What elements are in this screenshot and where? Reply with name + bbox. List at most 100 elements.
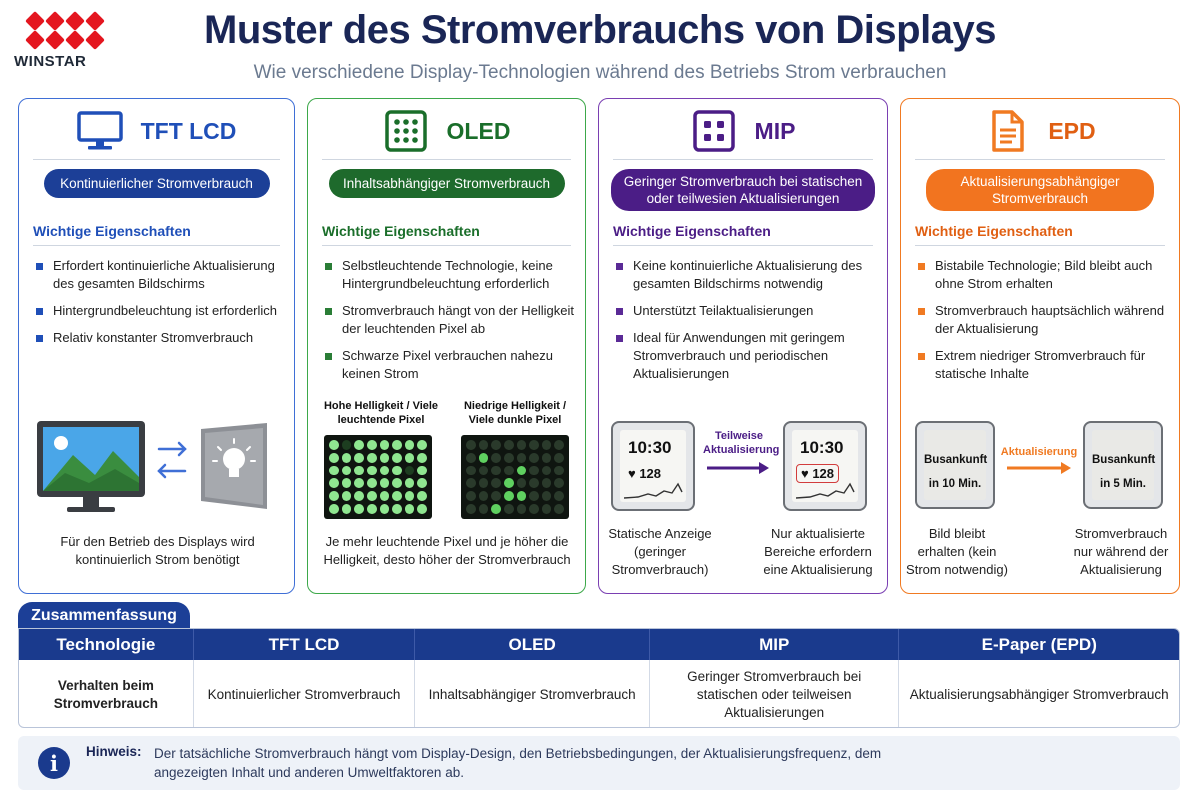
pixel-grid-icon (384, 110, 427, 152)
card-title: TFT LCD (140, 117, 237, 144)
note-box: i Hinweis: Der tatsächliche Stromverbrau… (18, 736, 1180, 790)
table-row: Verhalten beim Stromverbrauch Kontinuier… (19, 660, 1179, 727)
pixel (404, 504, 415, 514)
list-item: Unterstützt Teilaktualisierungen (613, 302, 877, 320)
status-pill: Aktualisierungsabhängiger Stromverbrauch (926, 169, 1154, 211)
feature-list: Selbstleuchtende Technologie, keine Hint… (322, 257, 575, 392)
monitor-icon (76, 111, 123, 150)
feature-list: Bistabile Technologie; Bild bleibt auch … (915, 257, 1169, 392)
pixel (554, 465, 564, 476)
pixel (417, 465, 427, 476)
pixel (341, 478, 352, 489)
list-item: Ideal für Anwendungen mit geringem Strom… (613, 329, 877, 383)
pixel (554, 452, 564, 463)
low-brightness-pixel-grid (461, 435, 569, 519)
section-title: Wichtige Eigenschaften (33, 223, 191, 239)
pixel (404, 452, 415, 463)
device-heart-rate-highlighted: ♥ 128 (796, 464, 840, 483)
table-header: TFT LCD (194, 629, 416, 660)
pixel (503, 452, 514, 463)
pixel (366, 440, 377, 450)
pixel (354, 465, 364, 476)
table-cell: Aktualisierungsabhängiger Stromverbrauch (909, 686, 1169, 702)
pixel (404, 440, 415, 450)
four-dot-icon (692, 110, 735, 152)
pixel (366, 465, 377, 476)
pixel (491, 465, 501, 476)
pixel (516, 478, 527, 489)
card-tft-lcd: TFT LCD Kontinuierlicher Stromverbrauch … (18, 98, 295, 594)
pixel (354, 440, 364, 450)
grid-high-label: Hohe Helligkeit / Viele leuchtende Pixel (323, 400, 439, 426)
caption-left: Bild bleibt erhalten (kein Strom notwend… (906, 526, 1008, 577)
pixel (466, 478, 476, 489)
note-label: Hinweis: (86, 744, 142, 759)
pixel (541, 504, 552, 514)
feature-list: Keine kontinuierliche Aktualisierung des… (613, 257, 877, 392)
note-text: Der tatsächliche Stromverbrauch hängt vo… (154, 746, 882, 780)
pixel (404, 491, 415, 502)
pixel (478, 478, 489, 489)
status-pill: Inhaltsabhängiger Stromverbrauch (328, 169, 565, 198)
pixel (541, 452, 552, 463)
pixel (516, 452, 527, 463)
pixel (329, 491, 339, 502)
status-pill: Geringer Stromverbrauch bei statischen o… (611, 169, 875, 211)
pixel (541, 491, 552, 502)
pixel (466, 452, 476, 463)
pixel (491, 478, 501, 489)
list-item: Stromverbrauch hauptsächlich während der… (915, 302, 1169, 338)
pixel (341, 452, 352, 463)
arrow-label: Teilweise Aktualisierung (703, 430, 780, 456)
table-header-row: Technologie TFT LCD OLED MIP E-Paper (EP… (19, 629, 1179, 660)
pixel (503, 465, 514, 476)
pixel (554, 491, 564, 502)
card-epd: EPD Aktualisierungsabhängiger Stromverbr… (900, 98, 1180, 594)
epd-device-before: Busankunft in 10 Min. (915, 421, 995, 509)
pixel (404, 465, 415, 476)
pixel (516, 491, 527, 502)
device-heart-rate: ♥ 128 (628, 466, 662, 481)
card-oled: OLED Inhaltsabhängiger Stromverbrauch Wi… (307, 98, 586, 594)
card-header: EPD (901, 109, 1179, 153)
pixel (541, 465, 552, 476)
pixel (392, 491, 402, 502)
pixel (379, 491, 390, 502)
epd-device-after: Busankunft in 5 Min. (1083, 421, 1163, 509)
pixel (392, 440, 402, 450)
feature-list: Erfordert kontinuierliche Aktualisierung… (33, 257, 284, 356)
pixel (503, 478, 514, 489)
pixel (503, 440, 514, 450)
pixel (329, 465, 339, 476)
page-title: Muster des Stromverbrauchs von Displays (204, 8, 996, 52)
card-header: TFT LCD (19, 109, 294, 153)
mip-device-updated: 10:30 ♥ 128 (783, 421, 867, 511)
pixel (529, 465, 539, 476)
trend-line-icon (624, 482, 683, 499)
pixel (329, 452, 339, 463)
grid-low-label: Niedrige Helligkeit / Viele dunkle Pixel (463, 400, 567, 426)
card-title: MIP (754, 117, 796, 144)
pixel (417, 478, 427, 489)
pixel (554, 478, 564, 489)
pixel (516, 440, 527, 450)
divider (613, 159, 873, 160)
device-time: 10:30 (800, 438, 844, 457)
pixel (392, 452, 402, 463)
logo-text: WINSTAR (14, 53, 87, 70)
divider (33, 159, 280, 160)
card-header: OLED (308, 109, 585, 153)
table-cell: Geringer Stromverbrauch bei statischen o… (650, 660, 900, 727)
summary-table: Technologie TFT LCD OLED MIP E-Paper (EP… (18, 628, 1180, 728)
card-mip: MIP Geringer Stromverbrauch bei statisch… (598, 98, 888, 594)
winstar-logo: WINSTAR (14, 11, 105, 72)
pixel (341, 491, 352, 502)
pixel (491, 440, 501, 450)
section-title: Wichtige Eigenschaften (915, 223, 1073, 239)
pixel (392, 465, 402, 476)
pixel (417, 440, 427, 450)
pixel (404, 478, 415, 489)
list-item: Stromverbrauch hängt von der Helligkeit … (322, 302, 575, 338)
pixel (491, 452, 501, 463)
pixel (379, 504, 390, 514)
